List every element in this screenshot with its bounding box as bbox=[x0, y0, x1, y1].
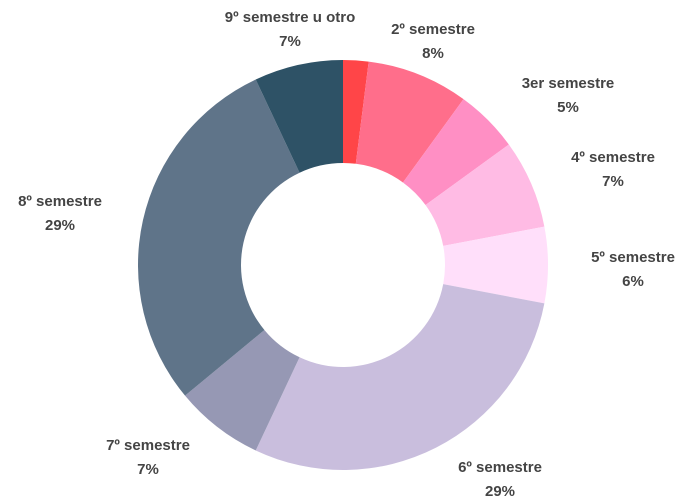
slice-value: 7% bbox=[137, 461, 159, 478]
donut-slice bbox=[443, 226, 549, 304]
slice-label: 5º semestre bbox=[591, 249, 675, 266]
slice-label: 7º semestre bbox=[106, 437, 190, 454]
donut-slice bbox=[255, 60, 343, 173]
slice-value: 29% bbox=[45, 217, 75, 234]
slice-value: 29% bbox=[485, 483, 515, 500]
donut-slice bbox=[343, 60, 369, 164]
donut-slice bbox=[138, 79, 300, 396]
donut-slice bbox=[255, 284, 545, 470]
slice-label: 3er semestre bbox=[522, 75, 615, 92]
slice-value: 7% bbox=[279, 33, 301, 50]
slice-label: 2º semestre bbox=[391, 21, 475, 38]
donut-slice bbox=[355, 61, 464, 183]
donut-slice bbox=[402, 99, 509, 206]
slice-label: 4º semestre bbox=[571, 149, 655, 166]
slice-label: 8º semestre bbox=[18, 193, 102, 210]
slice-label: 6º semestre bbox=[458, 459, 542, 476]
slice-value: 6% bbox=[622, 273, 644, 290]
donut-slice bbox=[425, 144, 545, 246]
slice-label: 9º semestre u otro bbox=[225, 9, 356, 26]
slice-value: 8% bbox=[422, 45, 444, 62]
donut-slice bbox=[185, 330, 300, 451]
slice-value: 7% bbox=[602, 173, 624, 190]
slice-value: 5% bbox=[557, 99, 579, 116]
